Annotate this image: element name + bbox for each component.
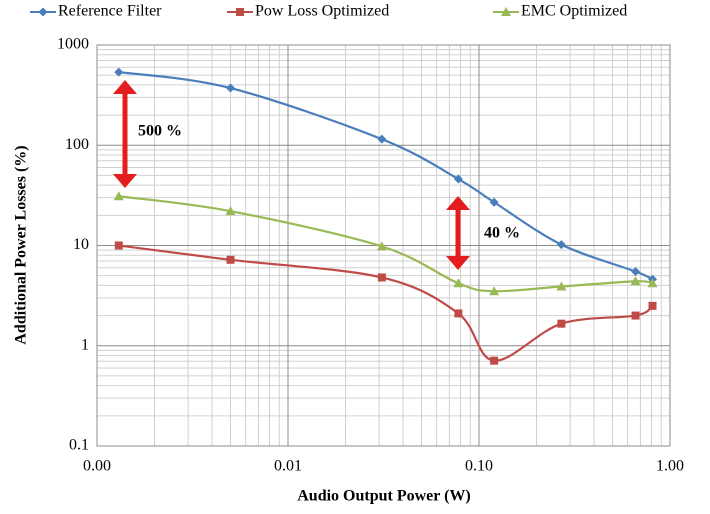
legend-label: Reference Filter [58, 3, 162, 20]
marker [556, 240, 566, 250]
y-tick-label: 10 [73, 236, 89, 253]
marker [377, 134, 387, 144]
marker [114, 67, 124, 77]
y-axis-label: Additional Power Losses (%) [13, 145, 30, 344]
legend-marker [236, 8, 244, 16]
marker [556, 281, 567, 291]
marker [225, 206, 236, 216]
marker [114, 241, 123, 250]
x-tick-label: 0.01 [274, 458, 302, 475]
legend-label: Pow Loss Optimized [255, 3, 389, 20]
annotations: 500 % 40 % [113, 80, 520, 270]
y-tick-label: 100 [65, 136, 89, 153]
marker [557, 319, 566, 328]
marker [454, 309, 463, 318]
marker [630, 276, 641, 286]
plot-border [96, 44, 671, 447]
marker [489, 197, 499, 207]
series-line [118, 244, 654, 362]
arrow-head [113, 80, 137, 94]
marker [490, 356, 499, 365]
annotation: 40 % [484, 225, 520, 242]
marker [453, 278, 464, 288]
marker [113, 191, 124, 201]
marker [631, 267, 641, 277]
x-tick-label: 0.10 [465, 458, 493, 475]
marker [631, 311, 640, 320]
x-tick-label: 1.00 [656, 458, 684, 475]
x-tick-label: 0.00 [83, 458, 111, 475]
arrow-head [446, 256, 470, 270]
marker [453, 174, 463, 184]
x-axis-label: Audio Output Power (W) [297, 488, 471, 505]
y-tick-label: 1000 [57, 36, 89, 53]
legend-marker [501, 7, 511, 16]
marker [648, 301, 657, 310]
marker [647, 278, 658, 288]
legend-label: EMC Optimized [521, 3, 627, 20]
arrow-head [113, 174, 137, 188]
arrow-head [446, 196, 470, 210]
marker [376, 241, 387, 251]
marker [226, 255, 235, 264]
marker [489, 286, 500, 296]
y-tick-label: 1 [81, 336, 89, 353]
marker [226, 83, 236, 93]
legend-marker [38, 7, 48, 17]
marker [377, 273, 386, 282]
y-tick-label: 0.1 [69, 437, 89, 454]
annotation: 500 % [138, 123, 182, 140]
